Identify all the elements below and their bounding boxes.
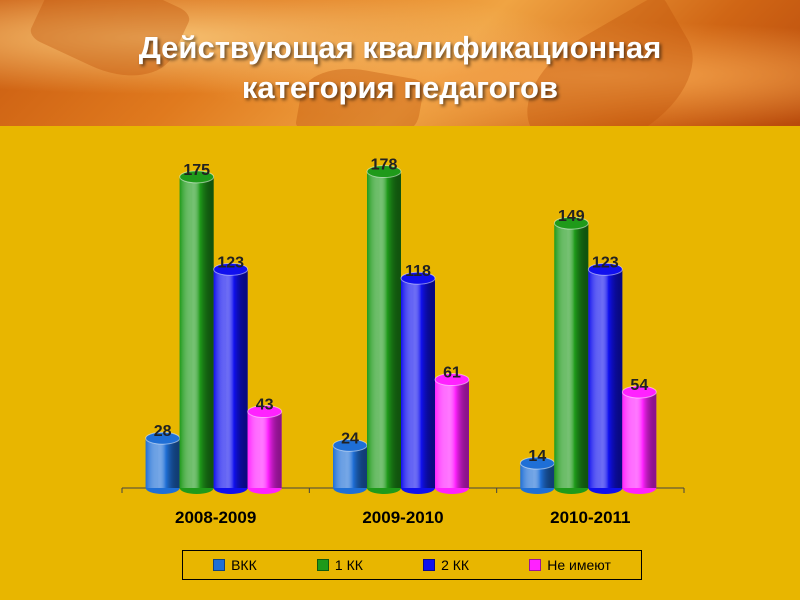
bar-Не имеют-2008-2009 — [247, 405, 283, 494]
bar-ВКК-2009-2010 — [332, 438, 368, 494]
x-tick-label: 2010-2011 — [550, 508, 630, 527]
bar-1 КК-2008-2009 — [179, 170, 215, 494]
data-label: 175 — [183, 162, 210, 179]
legend-swatch — [529, 559, 542, 571]
data-label: 123 — [217, 254, 244, 271]
legend-swatch — [316, 559, 329, 571]
data-label: 14 — [528, 448, 546, 465]
data-label: 28 — [154, 423, 172, 440]
data-label: 149 — [558, 208, 585, 225]
title-line-2: категория педагогов — [241, 70, 559, 105]
bar-2 КК-2010-2011 — [587, 262, 623, 494]
bar-chart: 28 175 123 43 2008-2009 24 178 118 61 2009-2010 14… — [121, 157, 685, 527]
legend-item: 1 КК — [316, 557, 363, 573]
bar-1 КК-2009-2010 — [366, 165, 402, 494]
x-tick-label: 2008-2009 — [175, 508, 256, 527]
legend-label: 1 КК — [334, 557, 363, 573]
header-banner: Действующая квалификационная категория п… — [0, 0, 800, 126]
bar-2 КК-2009-2010 — [400, 271, 436, 494]
title-line-1: Действующая квалификационная — [138, 30, 662, 65]
data-label: 123 — [592, 254, 619, 271]
legend-label: Не имеют — [547, 557, 611, 573]
data-label: 178 — [371, 157, 398, 174]
bar-Не имеют-2009-2010 — [434, 373, 470, 494]
legend-item: Не имеют — [529, 557, 611, 573]
legend-label: ВКК — [231, 557, 257, 573]
legend-label: 2 КК — [441, 557, 470, 573]
bar-ВКК-2010-2011 — [519, 456, 555, 494]
data-label: 61 — [443, 365, 461, 382]
data-label: 54 — [630, 377, 648, 394]
bar-2 КК-2008-2009 — [213, 262, 249, 494]
data-label: 24 — [341, 430, 359, 447]
data-label: 43 — [256, 397, 274, 414]
legend-swatch — [423, 559, 436, 571]
legend-swatch — [213, 559, 226, 571]
x-tick-label: 2009-2010 — [362, 508, 443, 527]
bar-Не имеют-2010-2011 — [621, 385, 657, 494]
bar-ВКК-2008-2009 — [145, 431, 181, 494]
legend-item: ВКК — [213, 557, 257, 573]
bar-1 КК-2010-2011 — [553, 216, 589, 494]
chart-legend: ВКК 1 КК 2 КК Не имеют — [182, 550, 642, 580]
legend-item: 2 КК — [423, 557, 469, 573]
data-label: 118 — [405, 263, 431, 280]
page-title: Действующая квалификационная категория п… — [0, 28, 800, 108]
